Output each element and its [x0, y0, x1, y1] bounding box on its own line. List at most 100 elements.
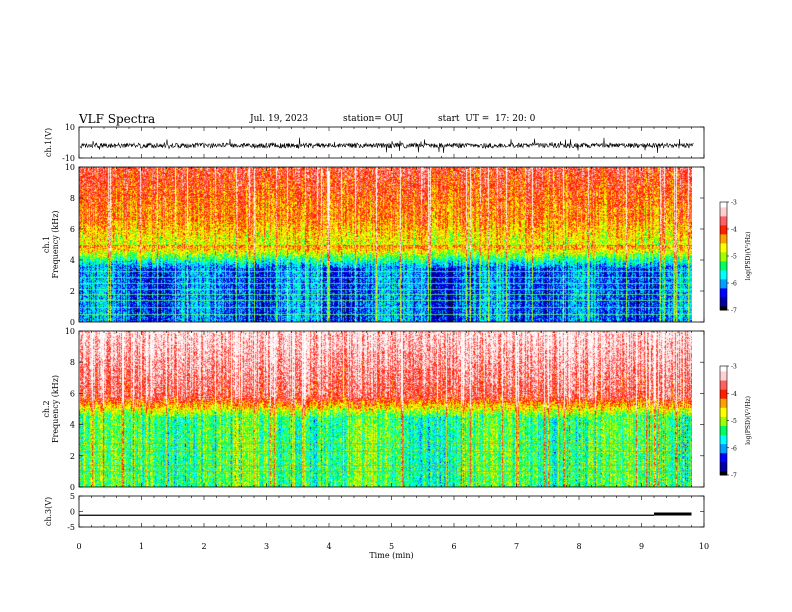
- ch2-spectrogram-colorbar-cell: [720, 467, 727, 471]
- x-tick-label: 8: [576, 542, 581, 551]
- ch1-spectrogram-colorbar-cell: [720, 211, 727, 214]
- ch1-spectrogram-colorbar-tick-label: -3: [731, 200, 737, 207]
- ch1-spectrogram-colorbar-cell: [720, 214, 727, 217]
- ch1-spectrogram-colorbar-cell: [720, 270, 727, 273]
- ch2-spectrogram-colorbar-cell: [720, 393, 727, 396]
- ch2-spectrogram-colorbar-cell: [720, 391, 727, 394]
- ch1-spectrogram-colorbar-cell: [720, 295, 727, 298]
- ch1-spectrogram-y-tick-label: 4: [70, 256, 75, 265]
- ch2-spectrogram-colorbar-cell: [720, 420, 727, 423]
- ch1-spectrogram-y-tick-label: 10: [65, 163, 75, 172]
- ch1-spectrogram-colorbar-cell: [720, 284, 727, 288]
- ch1-spectrogram-colorbar-cell: [720, 299, 727, 302]
- ch2-spectrogram-colorbar-cell: [720, 373, 727, 376]
- ch2-spectrogram-colorbar-cell: [720, 387, 727, 391]
- ch1-spectrogram-colorbar-cell: [720, 223, 727, 226]
- ch1-spectrogram-colorbar-cell: [720, 292, 727, 295]
- ch1-spectrogram-colorbar-label: log(PSD)(V²/Hz): [745, 232, 752, 281]
- x-tick-label: 9: [639, 542, 644, 551]
- ch1-spectrogram-colorbar-cell: [720, 277, 727, 280]
- ch2-spectrogram-colorbar-cell: [720, 458, 727, 461]
- ch2-spectrogram-colorbar-cell: [720, 422, 727, 425]
- ch3-level-y-tick-label: 5: [70, 492, 75, 501]
- ch2-spectrogram-colorbar-cell: [720, 449, 727, 452]
- ch1-spectrogram-colorbar-cell: [720, 281, 727, 284]
- ch2-spectrogram-colorbar-tick-label: -3: [731, 364, 737, 371]
- ch2-spectrogram-colorbar-cell: [720, 465, 727, 469]
- ch2-spectrogram-ylabel-line1: ch.2: [42, 400, 51, 417]
- ch1-spectrogram-colorbar-cell: [720, 286, 727, 289]
- ch3-level-ylabel: ch.3(V): [44, 497, 53, 526]
- ch2-spectrogram-colorbar-cell: [720, 424, 727, 427]
- ch3-level-frame: [78, 495, 705, 528]
- ch2-spectrogram-colorbar-cell: [720, 395, 727, 398]
- ch2-spectrogram-colorbar-cell: [720, 453, 727, 456]
- ch2-spectrogram-colorbar-cell: [720, 396, 727, 400]
- ch1-spectrogram-colorbar-cell: [720, 248, 727, 252]
- ch1-spectrogram-colorbar-cell: [720, 306, 727, 309]
- ch2-spectrogram-colorbar-cell: [720, 429, 727, 432]
- ch2-spectrogram-colorbar-cell: [720, 433, 727, 436]
- ch2-spectrogram-colorbar-cell: [720, 384, 727, 387]
- ch1-spectrogram-colorbar-cell: [720, 216, 727, 219]
- ch2-spectrogram-colorbar-cell: [720, 382, 727, 385]
- ch2-spectrogram-colorbar-tick-label: -6: [731, 445, 737, 452]
- ch1-spectrogram-colorbar-cell: [720, 202, 727, 205]
- ch2-spectrogram-colorbar-tick-label: -7: [731, 473, 737, 480]
- ch1-spectrogram-y-tick-label: 6: [70, 225, 75, 234]
- ch3-level-y-tick-label: -5: [67, 523, 75, 532]
- x-tick-label: 4: [326, 542, 331, 551]
- ch2-spectrogram-colorbar-cell: [720, 451, 727, 454]
- ch1-spectrogram-colorbar-cell: [720, 203, 727, 207]
- ch2-spectrogram-y-tick-label: 10: [65, 327, 75, 336]
- ch2-spectrogram-colorbar-cell: [720, 456, 727, 460]
- ch2-spectrogram-colorbar-cell: [720, 367, 727, 371]
- ch2-spectrogram-colorbar-cell: [720, 415, 727, 418]
- ch1-waveform-y-tick-label: -10: [62, 154, 75, 163]
- ch1-spectrogram-colorbar-tick-label: -4: [731, 227, 737, 234]
- ch1-spectrogram-image: [79, 167, 692, 322]
- ch1-spectrogram-colorbar-cell: [720, 252, 727, 255]
- ch1-spectrogram-colorbar-cell: [720, 304, 727, 307]
- ch1-spectrogram-colorbar-cell: [720, 205, 727, 208]
- ch2-spectrogram-colorbar-cell: [720, 444, 727, 447]
- ch2-spectrogram-colorbar-cell: [720, 427, 727, 431]
- ch2-spectrogram-colorbar-cell: [720, 471, 727, 474]
- ch2-spectrogram-colorbar-cell: [720, 404, 727, 407]
- ch2-spectrogram-colorbar-cell: [720, 407, 727, 411]
- ch2-spectrogram-y-tick-label: 2: [70, 452, 75, 461]
- ch1-waveform-ylabel: ch.1(V): [44, 128, 53, 157]
- ch2-spectrogram-colorbar-cell: [720, 400, 727, 403]
- x-tick-label: 2: [201, 542, 206, 551]
- x-tick-label: 5: [389, 542, 394, 551]
- ch2-spectrogram-colorbar-label: log(PSD)(V²/Hz): [745, 396, 752, 445]
- x-tick-label: 6: [451, 542, 456, 551]
- ch1-spectrogram-y-tick-label: 2: [70, 287, 75, 296]
- ch2-spectrogram-colorbar-cell: [720, 473, 727, 476]
- ch2-spectrogram-colorbar-cell: [720, 369, 727, 372]
- ch1-spectrogram-colorbar-cell: [720, 245, 727, 248]
- ch1-spectrogram-colorbar-cell: [720, 236, 727, 239]
- ch1-waveform-frame: [78, 126, 705, 159]
- ch1-spectrogram-colorbar-cell: [720, 257, 727, 261]
- x-axis-label: Time (min): [369, 551, 413, 560]
- ch1-spectrogram-colorbar-cell: [720, 221, 727, 225]
- ch1-spectrogram-colorbar-cell: [720, 209, 727, 212]
- ch2-spectrogram-colorbar-cell: [720, 380, 727, 383]
- ch2-spectrogram-y-tick-label: 8: [70, 358, 75, 367]
- ch2-spectrogram-colorbar-cell: [720, 447, 727, 451]
- ch1-spectrogram-colorbar-cell: [720, 266, 727, 270]
- ch2-spectrogram-colorbar-cell: [720, 425, 727, 429]
- ch1-spectrogram-colorbar-cell: [720, 302, 727, 306]
- ch1-spectrogram-colorbar-cell: [720, 218, 727, 221]
- ch1-spectrogram-colorbar-cell: [720, 301, 727, 304]
- ch2-spectrogram-colorbar-cell: [720, 413, 727, 416]
- ch1-spectrogram-colorbar-cell: [720, 243, 727, 246]
- ch1-spectrogram-colorbar-tick-label: -7: [731, 308, 737, 315]
- ch2-spectrogram-colorbar-cell: [720, 411, 727, 414]
- x-tick-label: 7: [514, 542, 519, 551]
- ch1-spectrogram-colorbar-cell: [720, 274, 727, 277]
- ch2-spectrogram-y-tick-label: 4: [70, 421, 75, 430]
- ch2-spectrogram-colorbar-cell: [720, 445, 727, 449]
